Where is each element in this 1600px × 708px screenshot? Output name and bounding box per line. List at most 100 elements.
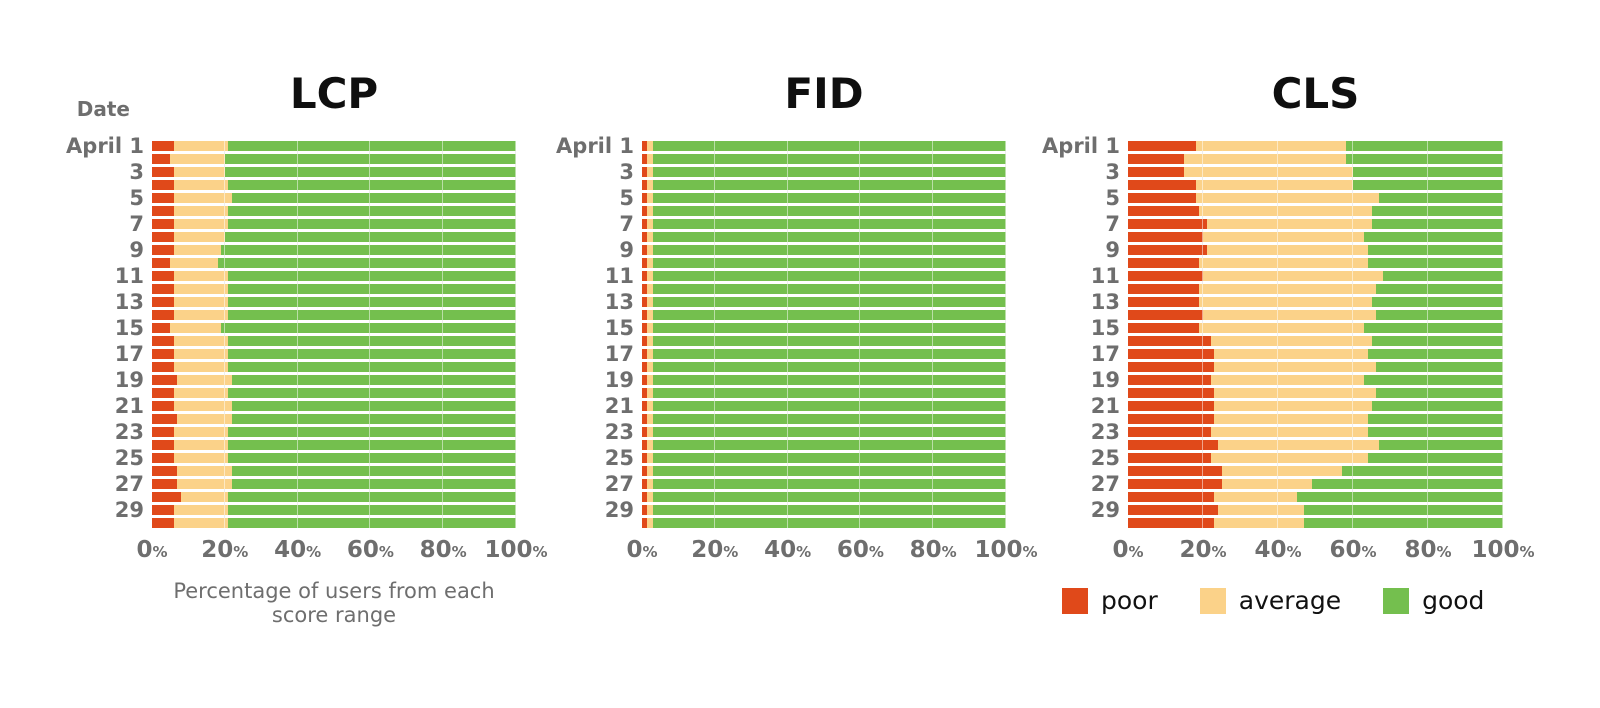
segment-average: [173, 388, 229, 398]
bar-april-22: [152, 414, 516, 424]
segment-poor: [1128, 271, 1203, 281]
segment-good: [652, 180, 1006, 190]
segment-average: [1214, 401, 1372, 411]
y-tick-label: April 1: [66, 134, 144, 158]
bar-april-25: [1128, 453, 1503, 463]
bar-april-4: [152, 180, 516, 190]
x-tick-label: 0%: [136, 537, 168, 563]
bar-april-22: [642, 414, 1006, 424]
bar-april-30: [1128, 518, 1503, 528]
segment-average: [1195, 180, 1353, 190]
bar-april-1: [642, 141, 1006, 151]
segment-good: [652, 479, 1006, 489]
segment-good: [1304, 518, 1503, 528]
bar-april-28: [642, 492, 1006, 502]
segment-good: [652, 492, 1006, 502]
segment-poor: [642, 505, 648, 515]
bar-april-7: [642, 219, 1006, 229]
segment-poor: [642, 414, 648, 424]
segment-good: [228, 206, 516, 216]
segment-average: [647, 336, 653, 346]
chart-cls: CLS April 1 3 5 7 9 11 13 15 17 19 21 23 25 27 29 0% 20…: [1016, 70, 1534, 569]
segment-poor: [1128, 388, 1215, 398]
segment-good: [1379, 193, 1503, 203]
segment-average: [173, 180, 229, 190]
segment-good: [1364, 323, 1503, 333]
segment-good: [1368, 427, 1503, 437]
y-tick-label: 27: [1090, 472, 1120, 496]
segment-poor: [1128, 219, 1207, 229]
segment-average: [647, 479, 653, 489]
segment-average: [170, 258, 218, 268]
segment-poor: [1128, 375, 1211, 385]
x-tick-label: 20%: [691, 537, 739, 563]
y-tick-label: 11: [604, 264, 634, 288]
y-tick-label: 3: [129, 160, 144, 184]
segment-average: [647, 141, 653, 151]
segment-good: [652, 336, 1006, 346]
segment-average: [177, 479, 233, 489]
segment-poor: [1128, 505, 1218, 515]
segment-poor: [1128, 427, 1211, 437]
segment-good: [1368, 453, 1503, 463]
segment-average: [177, 414, 233, 424]
segment-good: [1368, 245, 1503, 255]
gridline-20: [1202, 141, 1203, 528]
bar-april-9: [1128, 245, 1503, 255]
segment-poor: [1128, 284, 1200, 294]
segment-average: [1184, 154, 1346, 164]
segment-poor: [642, 479, 648, 489]
segment-average: [1199, 323, 1365, 333]
segment-poor: [152, 141, 174, 151]
segment-average: [1199, 258, 1368, 268]
bar-april-28: [152, 492, 516, 502]
gridline-60: [1352, 141, 1353, 528]
segment-poor: [152, 401, 174, 411]
segment-average: [173, 193, 233, 203]
segment-poor: [1128, 336, 1211, 346]
x-axis: 0% 20% 40% 60% 80% 100%: [1112, 537, 1534, 569]
segment-poor: [1128, 518, 1215, 528]
bar-april-13: [152, 297, 516, 307]
segment-good: [1375, 362, 1503, 372]
segment-poor: [1128, 401, 1215, 411]
segment-poor: [1128, 310, 1203, 320]
bar-april-18: [642, 362, 1006, 372]
segment-average: [647, 388, 653, 398]
bar-april-3: [1128, 167, 1503, 177]
segment-poor: [152, 349, 174, 359]
segment-poor: [152, 427, 174, 437]
segment-poor: [152, 362, 174, 372]
bar-april-7: [152, 219, 516, 229]
bar-april-21: [1128, 401, 1503, 411]
segment-good: [228, 440, 516, 450]
legend-label: average: [1238, 586, 1342, 615]
bar-april-8: [152, 232, 516, 242]
segment-good: [1375, 388, 1503, 398]
bar-april-21: [152, 401, 516, 411]
segment-good: [228, 518, 516, 528]
legend: poor average good: [1062, 586, 1484, 615]
segment-average: [1203, 271, 1383, 281]
bar-april-20: [152, 388, 516, 398]
legend-swatch-good: [1383, 587, 1410, 614]
segment-average: [1195, 193, 1380, 203]
x-tick-label: 80%: [419, 537, 467, 563]
segment-good: [652, 167, 1006, 177]
y-tick-label: 5: [619, 186, 634, 210]
segment-average: [647, 193, 653, 203]
y-tick-label: 25: [114, 446, 144, 470]
segment-average: [173, 219, 229, 229]
segment-poor: [152, 180, 174, 190]
legend-item-good: good: [1383, 586, 1484, 615]
legend-item-poor: poor: [1062, 586, 1158, 615]
segment-poor: [1128, 479, 1222, 489]
chart-body: April 1 3 5 7 9 11 13 15 17 19 21 23 25 27 29: [530, 136, 1006, 531]
segment-average: [173, 440, 229, 450]
segment-poor: [152, 284, 174, 294]
segment-good: [652, 414, 1006, 424]
segment-average: [647, 466, 653, 476]
bar-april-18: [1128, 362, 1503, 372]
bar-april-30: [642, 518, 1006, 528]
x-axis: 0% 20% 40% 60% 80% 100%: [136, 537, 547, 569]
